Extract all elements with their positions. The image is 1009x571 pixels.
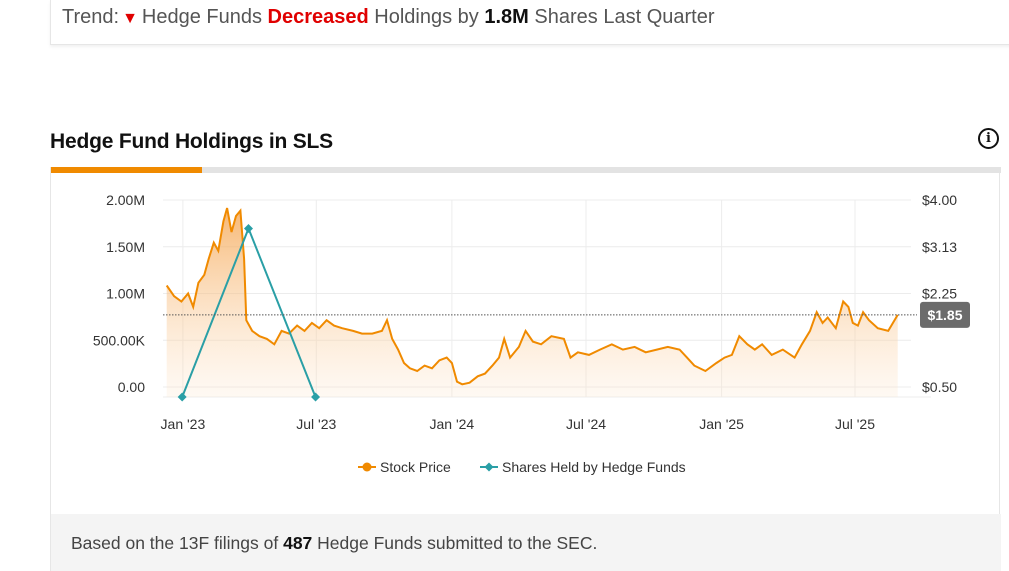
footer-note: Based on the 13F filings of 487 Hedge Fu… bbox=[51, 514, 1001, 571]
section-title: Hedge Fund Holdings in SLS bbox=[50, 130, 333, 153]
x-axis-tick: Jan '23 bbox=[161, 416, 206, 432]
trend-card: Trend: ▼ Hedge Funds Decreased Holdings by… bbox=[50, 0, 1009, 45]
left-axis-tick: 500.00K bbox=[93, 332, 146, 348]
trend-direction: Decreased bbox=[267, 6, 369, 28]
x-axis-tick: Jan '24 bbox=[430, 416, 475, 432]
chart-card: 2.00M 1.50M 1.00M 500.00K 0.00 $4.00 $3.13 $2.… bbox=[50, 167, 1001, 571]
right-axis-tick: $2.25 bbox=[922, 286, 957, 302]
left-axis-tick: 2.00M bbox=[106, 192, 145, 208]
tab-active-indicator[interactable] bbox=[51, 167, 202, 173]
hedge-fund-chart: 2.00M 1.50M 1.00M 500.00K 0.00 $4.00 $3.13 $2.… bbox=[93, 192, 970, 475]
x-axis-tick: Jan '25 bbox=[699, 416, 744, 432]
x-axis-tick: Jul '24 bbox=[566, 416, 606, 432]
hedge-shares-legend-icon bbox=[484, 462, 494, 472]
stock-price-line bbox=[165, 207, 899, 386]
hedge-fund-point[interactable] bbox=[311, 392, 321, 402]
hedge-fund-point[interactable] bbox=[243, 224, 253, 234]
trend-text-mid: Holdings by bbox=[374, 6, 479, 28]
right-axis-tick: $3.13 bbox=[922, 239, 957, 255]
left-axis-tick: 1.00M bbox=[106, 286, 145, 302]
trend-label: Trend: bbox=[62, 6, 120, 28]
left-axis-tick: 1.50M bbox=[106, 239, 145, 255]
down-triangle-icon: ▼ bbox=[122, 10, 138, 27]
legend-label: Stock Price bbox=[380, 459, 451, 475]
legend-item-hedge-shares[interactable]: Shares Held by Hedge Funds bbox=[480, 459, 686, 475]
trend-text-before: Hedge Funds bbox=[141, 6, 262, 28]
current-price-label: $1.85 bbox=[927, 307, 962, 323]
x-axis-tick: Jul '25 bbox=[835, 416, 875, 432]
trend-amount: 1.8M bbox=[484, 6, 529, 28]
hedge-fund-point[interactable] bbox=[177, 392, 187, 402]
info-icon[interactable]: i bbox=[978, 128, 999, 149]
footer-suffix: Hedge Funds submitted to the SEC. bbox=[317, 533, 598, 553]
stock-price-area bbox=[166, 208, 898, 397]
footer-prefix: Based on the 13F filings of bbox=[71, 533, 279, 553]
right-axis-tick: $4.00 bbox=[922, 192, 957, 208]
trend-text-after: Shares Last Quarter bbox=[534, 6, 715, 28]
x-axis-tick: Jul '23 bbox=[296, 416, 336, 432]
tab-track bbox=[51, 167, 1001, 173]
legend-item-stock-price[interactable]: Stock Price bbox=[358, 459, 451, 475]
right-axis-tick: $0.50 bbox=[922, 379, 957, 395]
current-price-badge: $1.85 bbox=[920, 301, 970, 328]
stock-price-legend-icon bbox=[362, 462, 372, 472]
left-axis-tick: 0.00 bbox=[118, 379, 145, 395]
legend-label: Shares Held by Hedge Funds bbox=[502, 459, 686, 475]
hedge-fund-count: 487 bbox=[283, 533, 313, 553]
